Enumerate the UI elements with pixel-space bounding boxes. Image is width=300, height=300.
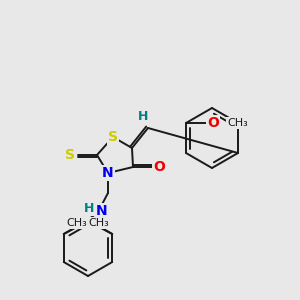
Text: O: O	[207, 116, 219, 130]
Text: CH₃: CH₃	[89, 218, 110, 228]
Text: N: N	[96, 204, 108, 218]
Text: S: S	[108, 130, 118, 144]
Text: S: S	[65, 148, 75, 162]
Text: H: H	[138, 110, 148, 124]
Text: CH₃: CH₃	[227, 118, 248, 128]
Text: N: N	[102, 166, 114, 180]
Text: O: O	[153, 160, 165, 174]
Text: CH₃: CH₃	[67, 218, 87, 228]
Text: H: H	[84, 202, 94, 214]
